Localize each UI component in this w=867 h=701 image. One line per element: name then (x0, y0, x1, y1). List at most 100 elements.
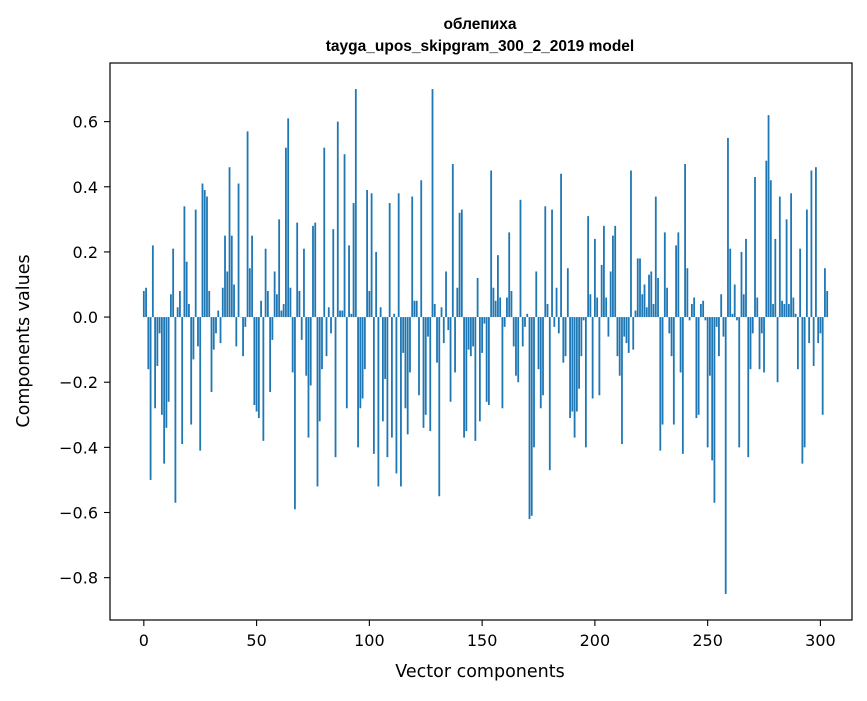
bar-component-70 (301, 317, 303, 340)
bar-component-265 (741, 252, 743, 317)
bar-component-278 (770, 180, 772, 317)
bar-component-74 (310, 317, 312, 385)
bar-component-121 (416, 301, 418, 317)
bar-component-145 (470, 317, 472, 356)
bar-component-267 (745, 239, 747, 317)
bar-component-255 (718, 317, 720, 356)
bar-component-270 (752, 317, 754, 333)
bar-component-147 (474, 317, 476, 441)
bar-component-228 (657, 278, 659, 317)
bar-component-66 (292, 317, 294, 372)
bar-component-166 (517, 317, 519, 382)
bar-component-107 (384, 317, 386, 379)
bar-component-39 (231, 236, 233, 317)
bar-component-104 (377, 317, 379, 486)
bar-component-275 (763, 317, 765, 372)
bar-component-101 (371, 193, 373, 317)
bar-component-240 (684, 164, 686, 317)
bar-component-34 (220, 317, 222, 343)
bar-component-195 (583, 317, 585, 320)
bar-component-109 (389, 203, 391, 317)
bar-component-272 (756, 298, 758, 318)
bar-component-291 (799, 249, 801, 317)
bar-component-208 (612, 236, 614, 317)
bar-component-64 (287, 118, 289, 317)
bar-component-139 (456, 288, 458, 317)
bar-component-158 (499, 298, 501, 318)
bar-component-77 (317, 317, 319, 486)
bar-component-229 (659, 317, 661, 451)
bar-component-3 (150, 317, 152, 480)
bar-component-5 (154, 317, 156, 408)
bar-component-274 (761, 317, 763, 333)
bar-component-128 (432, 89, 434, 317)
bar-component-191 (574, 317, 576, 438)
bar-component-268 (747, 317, 749, 457)
bar-component-205 (605, 298, 607, 318)
bar-component-257 (723, 317, 725, 337)
bar-component-198 (589, 294, 591, 317)
bar-component-35 (222, 288, 224, 317)
bar-component-203 (601, 265, 603, 317)
y-axis-label: Components values (14, 254, 34, 427)
bar-component-194 (580, 317, 582, 356)
bar-component-253 (714, 317, 716, 503)
bar-component-222 (644, 285, 646, 318)
bar-component-61 (281, 311, 283, 318)
bar-component-141 (461, 210, 463, 317)
bar-component-250 (707, 317, 709, 447)
bar-component-212 (621, 317, 623, 444)
bar-component-197 (587, 216, 589, 317)
bar-component-155 (493, 288, 495, 317)
bar-component-266 (743, 294, 745, 317)
bar-component-127 (429, 317, 431, 431)
bar-component-242 (689, 317, 691, 320)
bar-component-230 (662, 317, 664, 424)
bar-component-300 (820, 317, 822, 333)
bar-component-11 (168, 317, 170, 402)
y-tick-label: 0.0 (73, 308, 98, 327)
bar-component-302 (824, 268, 826, 317)
bar-component-9 (163, 317, 165, 464)
bar-component-256 (720, 294, 722, 317)
bar-component-295 (808, 317, 810, 343)
bar-component-216 (630, 170, 632, 317)
bar-component-58 (274, 271, 276, 317)
bar-component-294 (806, 210, 808, 317)
bar-component-151 (483, 317, 485, 324)
bar-component-167 (520, 200, 522, 317)
bar-component-56 (269, 317, 271, 392)
bar-component-269 (750, 317, 752, 369)
bar-component-71 (303, 249, 305, 317)
bar-component-103 (375, 252, 377, 317)
bar-component-237 (677, 232, 679, 317)
bar-component-29 (208, 291, 210, 317)
bar-component-78 (319, 317, 321, 421)
bar-component-277 (768, 115, 770, 317)
bar-component-239 (682, 317, 684, 454)
chart-title-line-1: облепиха (443, 16, 516, 33)
bar-component-299 (817, 317, 819, 343)
bar-component-46 (247, 131, 249, 317)
bar-component-185 (560, 174, 562, 317)
bar-component-100 (368, 291, 370, 317)
bar-component-114 (400, 317, 402, 486)
bar-component-249 (705, 317, 707, 320)
bar-component-119 (411, 197, 413, 318)
x-tick-label: 0 (139, 631, 149, 650)
bar-component-292 (801, 317, 803, 464)
bar-component-130 (436, 317, 438, 363)
bar-component-40 (233, 285, 235, 318)
bar-component-42 (238, 184, 240, 318)
bar-component-165 (515, 317, 517, 376)
bar-component-142 (463, 317, 465, 438)
bar-component-202 (599, 317, 601, 395)
bar-component-172 (531, 317, 533, 516)
bar-component-105 (380, 307, 382, 317)
bar-component-224 (648, 275, 650, 317)
y-tick-label: 0.6 (73, 113, 98, 132)
bar-component-207 (610, 271, 612, 317)
bar-component-97 (362, 317, 364, 398)
bar-component-276 (765, 161, 767, 317)
x-tick-label: 300 (805, 631, 836, 650)
